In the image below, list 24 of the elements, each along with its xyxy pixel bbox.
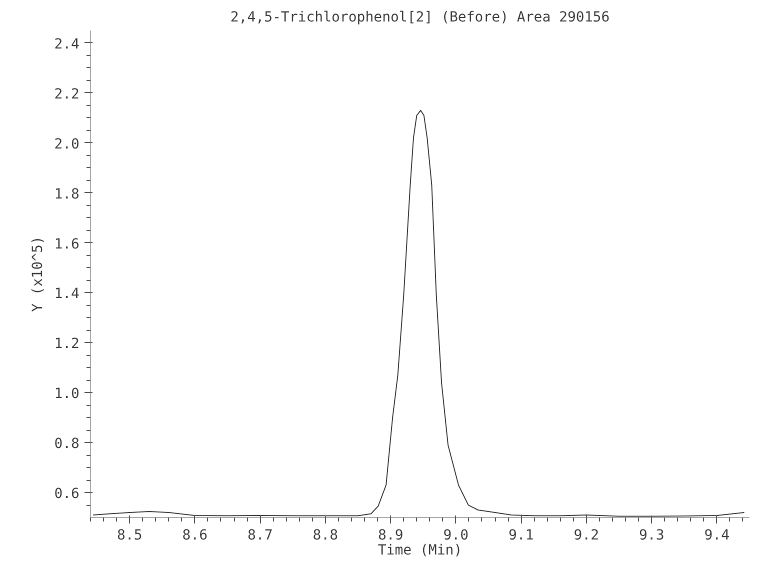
- x-tick-label: 9.4: [704, 528, 730, 544]
- y-tick-label: 1.4: [54, 286, 80, 302]
- x-tick-label: 8.6: [182, 528, 208, 544]
- y-tick-label: 0.6: [54, 486, 80, 502]
- x-tick-label: 9.3: [638, 528, 664, 544]
- y-tick-label: 1.8: [54, 186, 80, 202]
- x-tick-label: 9.2: [574, 528, 600, 544]
- x-tick-label: 8.8: [312, 528, 338, 544]
- y-axis-title: Y (x10^5): [30, 236, 46, 312]
- x-tick-label: 8.7: [248, 528, 273, 544]
- y-tick-label: 0.8: [54, 436, 80, 452]
- chart-title: 2,4,5-Trichlorophenol[2] (Before) Area 290156: [230, 10, 610, 26]
- x-axis-title: Time (Min): [378, 542, 462, 558]
- y-tick-label: 2.0: [54, 136, 80, 152]
- x-tick-label: 8.5: [117, 528, 142, 544]
- x-tick-label: 9.1: [508, 528, 534, 544]
- y-tick-label: 1.0: [54, 386, 80, 402]
- y-tick-label: 2.2: [54, 86, 80, 102]
- line-series: [92, 110, 745, 517]
- x-tick-label: 9.0: [443, 528, 469, 544]
- x-tick-label: 8.9: [378, 528, 404, 544]
- y-tick-label: 1.2: [54, 336, 80, 352]
- y-tick-label: 2.4: [54, 36, 80, 52]
- y-tick-label: 1.6: [54, 236, 80, 252]
